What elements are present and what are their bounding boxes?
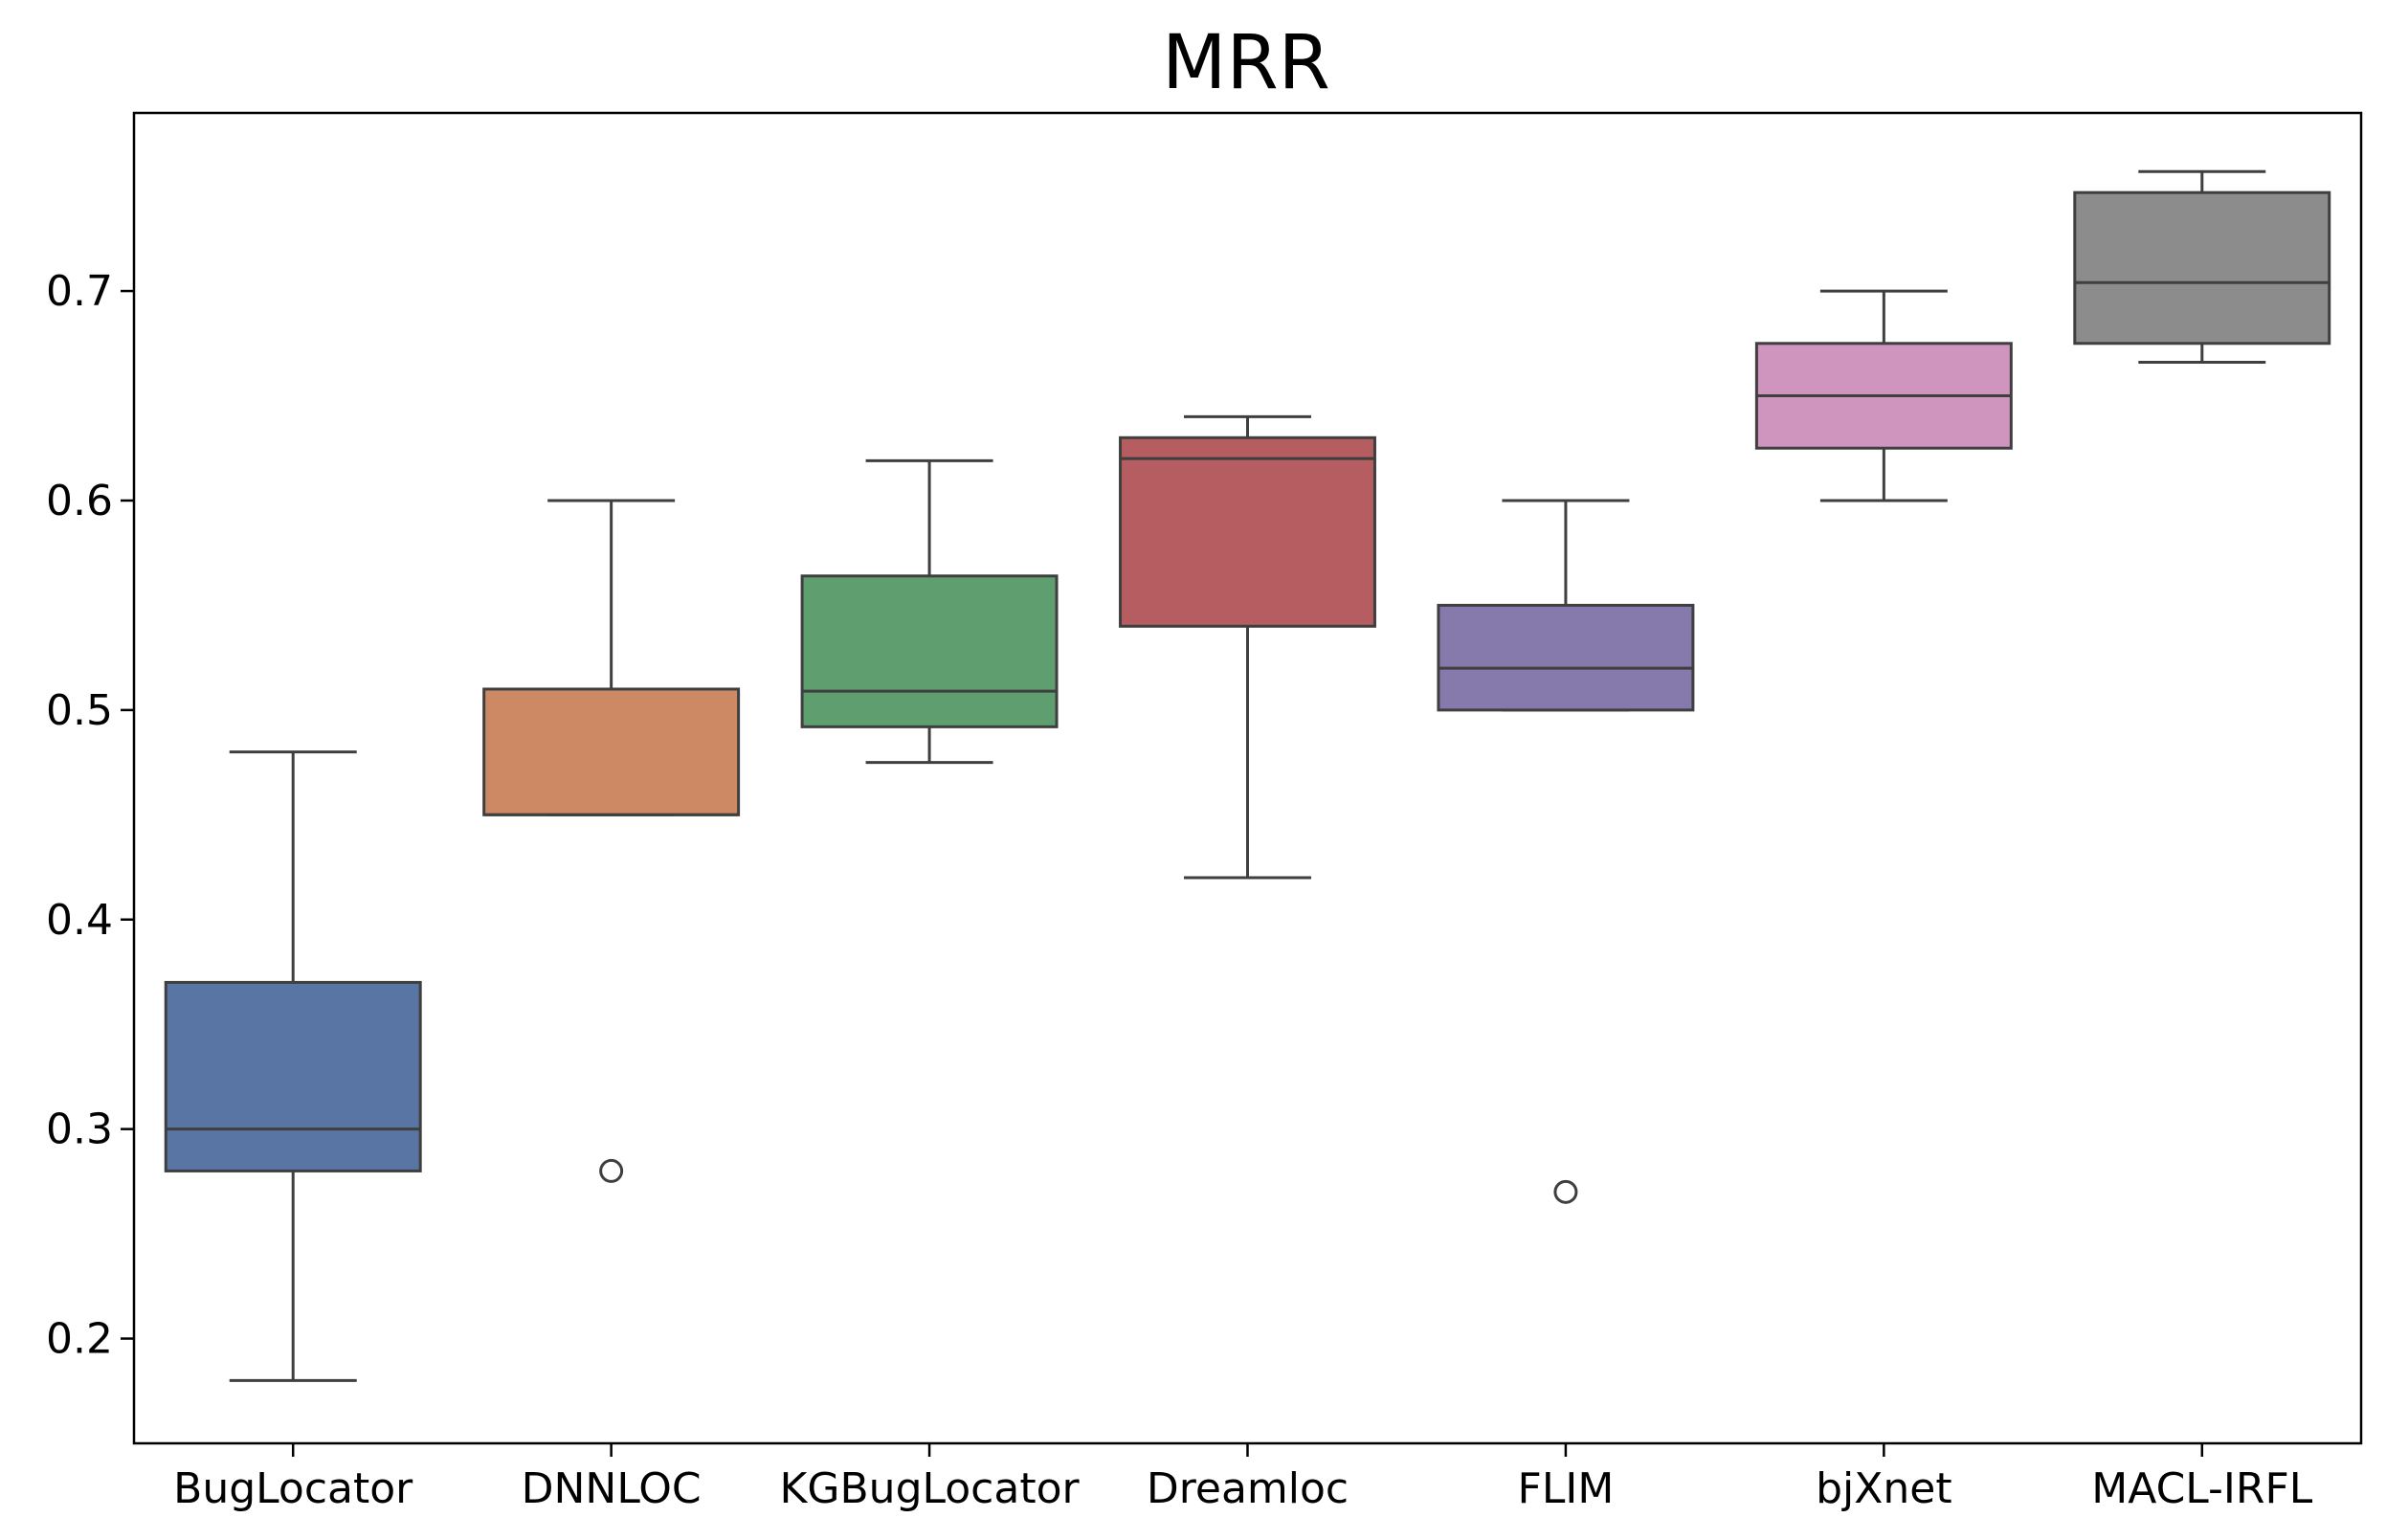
box-group-dreamloc xyxy=(1119,414,1376,880)
box-kgbuglocator xyxy=(800,574,1059,728)
x-tick-label: bjXnet xyxy=(1816,1464,1952,1513)
x-tick-label: MACL-IRFL xyxy=(2091,1464,2312,1513)
y-tick-label: 0.2 xyxy=(46,1315,113,1364)
y-tick-label: 0.5 xyxy=(46,686,113,735)
x-tick-label: BugLocator xyxy=(173,1464,413,1513)
axes-layer: 0.2 0.3 0.4 0.5 0.6 0.7 BugLocator DNNLOC KGBugL… xyxy=(46,111,2363,1513)
box-group-flim xyxy=(1437,499,1695,1204)
box-dnnloc xyxy=(482,687,741,816)
x-tick-label: KGBugLocator xyxy=(780,1464,1081,1513)
box-macl-irfl xyxy=(2073,190,2331,346)
box-buglocator xyxy=(164,980,422,1172)
box-group-kgbuglocator xyxy=(800,458,1059,765)
outlier-point-dnnloc-0 xyxy=(599,1158,624,1183)
chart-title: MRR xyxy=(1162,20,1330,106)
box-group-macl-irfl xyxy=(2073,169,2331,364)
box-flim xyxy=(1437,603,1695,712)
y-tick-label: 0.4 xyxy=(46,896,113,945)
x-tick-label: DNNLOC xyxy=(522,1464,702,1513)
box-group-bjxnet xyxy=(1754,289,2013,502)
box-dreamloc xyxy=(1119,435,1376,628)
box-group-buglocator xyxy=(164,750,422,1382)
x-tick-label: FLIM xyxy=(1518,1464,1615,1513)
y-tick-label: 0.6 xyxy=(46,477,113,525)
x-tick-label: Dreamloc xyxy=(1147,1464,1349,1513)
y-tick-label: 0.7 xyxy=(46,267,113,316)
y-tick-label: 0.3 xyxy=(46,1105,113,1154)
boxes-layer xyxy=(164,169,2331,1382)
box-group-dnnloc xyxy=(482,499,741,1183)
outlier-point-flim-0 xyxy=(1553,1179,1578,1204)
